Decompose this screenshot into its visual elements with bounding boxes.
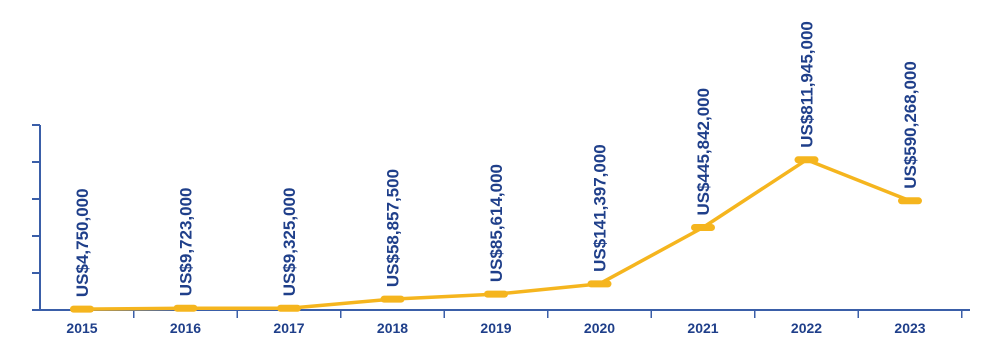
x-tick-label: 2015 (66, 320, 97, 336)
data-label: US$9,723,000 (177, 187, 196, 296)
data-label: US$9,325,000 (280, 188, 299, 297)
data-label: US$590,268,000 (901, 61, 920, 189)
data-point-marker (380, 295, 405, 303)
x-tick-label: 2019 (480, 320, 511, 336)
x-tick-label: 2020 (584, 320, 615, 336)
data-label: US$58,857,500 (384, 169, 403, 287)
data-label: US$141,397,000 (591, 144, 610, 272)
x-tick-label: 2023 (894, 320, 925, 336)
data-label: US$4,750,000 (73, 188, 92, 297)
data-point-marker (277, 304, 301, 312)
x-tick-label: 2018 (377, 320, 408, 336)
data-point-marker (484, 290, 508, 298)
x-tick-label: 2016 (170, 320, 201, 336)
data-label: US$811,945,000 (798, 21, 817, 148)
data-point-marker (691, 224, 715, 232)
x-tick-labels: 2015 2016 2017 2018 2019 2020 2021 2022 2023 (66, 320, 925, 336)
data-labels: US$4,750,000 US$9,723,000 US$9,325,000 US$5… (73, 21, 920, 297)
data-point-marker (898, 197, 922, 205)
x-tick-label: 2021 (687, 320, 718, 336)
data-label: US$85,614,000 (487, 164, 506, 282)
data-point-marker (173, 304, 198, 312)
series-line-group (70, 156, 922, 313)
data-point-marker (70, 305, 94, 313)
data-label: US$445,842,000 (694, 88, 713, 216)
x-tick-label: 2017 (273, 320, 304, 336)
data-point-marker (794, 156, 819, 164)
data-point-marker (587, 280, 612, 288)
x-tick-label: 2022 (791, 320, 822, 336)
